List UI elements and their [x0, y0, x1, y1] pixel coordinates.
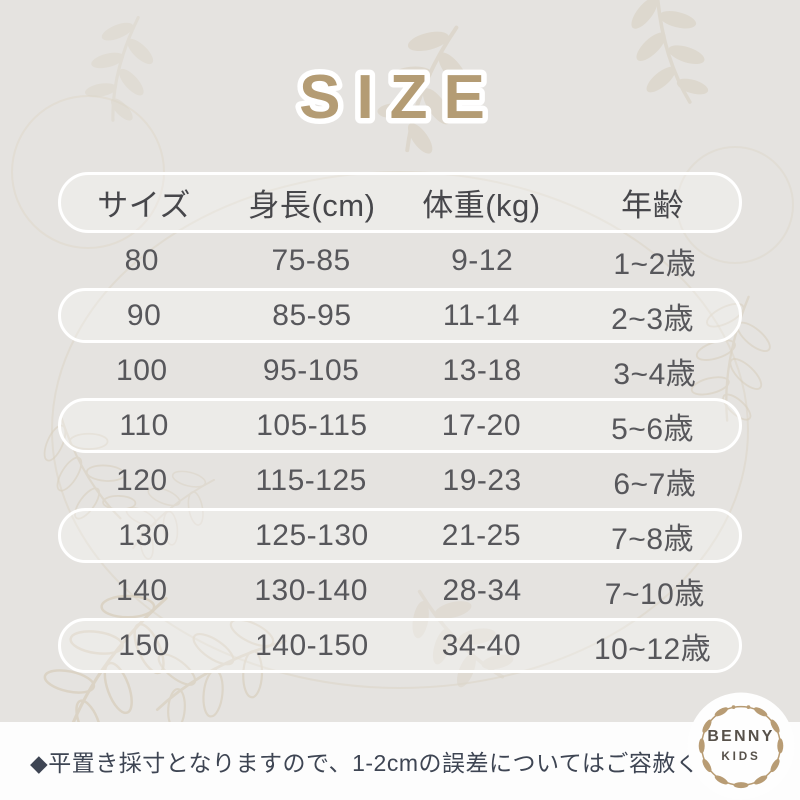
- size-cell: 100: [116, 353, 168, 387]
- table-row: 110 105-115 17-20 5~6歳: [58, 398, 742, 453]
- table-row: 150 140-150 34-40 10~12歳: [58, 618, 742, 673]
- size-cell: 110: [119, 408, 169, 442]
- height-cell: 85-95: [272, 298, 352, 332]
- weight-cell: 19-23: [442, 463, 522, 497]
- size-cell: 140: [116, 573, 168, 607]
- weight-cell: 28-34: [442, 573, 522, 607]
- table-row: 140 130-140 28-34 7~10歳: [58, 563, 742, 618]
- size-cell: 80: [124, 243, 159, 277]
- height-cell: 125-130: [255, 518, 369, 552]
- brand-name-line2: KIDS: [721, 750, 760, 763]
- weight-cell: 11-14: [442, 298, 520, 332]
- column-header-height: 身長(cm): [248, 188, 376, 223]
- page-title-text: SIZE: [299, 63, 501, 132]
- weight-cell: 17-20: [441, 408, 522, 442]
- table-row: 120 115-125 19-23 6~7歳: [58, 453, 742, 508]
- age-cell: 7~8歳: [611, 522, 695, 556]
- table-body: 80 75-85 9-12 1~2歳 90 85-95 11-14 2~3歳 1…: [58, 233, 742, 673]
- height-cell: 75-85: [271, 243, 351, 277]
- brand-logo: BENNY KIDS: [682, 686, 800, 800]
- height-cell: 140-150: [255, 628, 369, 662]
- age-cell: 6~7歳: [613, 467, 697, 501]
- column-header-weight: 体重(kg): [422, 188, 541, 223]
- table-row: 100 95-105 13-18 3~4歳: [58, 343, 742, 398]
- brand-name-line1: BENNY: [707, 728, 774, 745]
- size-cell: 130: [118, 518, 170, 552]
- table-row: 80 75-85 9-12 1~2歳: [58, 233, 742, 288]
- age-cell: 2~3歳: [611, 302, 695, 336]
- column-header-size: サイズ: [97, 188, 191, 223]
- table-header-row: サイズ 身長(cm) 体重(kg) 年齢: [58, 172, 742, 233]
- weight-cell: 13-18: [442, 353, 522, 387]
- size-cell: 120: [116, 463, 168, 497]
- age-cell: 5~6歳: [611, 412, 695, 446]
- size-table: サイズ 身長(cm) 体重(kg) 年齢 80 75-85 9-12 1~2歳 …: [58, 172, 742, 673]
- age-cell: 7~10歳: [604, 577, 705, 611]
- age-cell: 1~2歳: [613, 247, 697, 281]
- column-header-age: 年齢: [621, 188, 685, 223]
- size-cell: 150: [118, 628, 170, 662]
- laurel-wreath-icon: BENNY KIDS: [687, 692, 795, 800]
- height-cell: 95-105: [262, 353, 360, 387]
- age-cell: 3~4歳: [613, 357, 697, 391]
- measurement-note: ◆平置き採寸となりますので、1-2cmの誤差についてはご容赦ください。: [30, 750, 794, 776]
- weight-cell: 21-25: [441, 518, 522, 552]
- table-row: 90 85-95 11-14 2~3歳: [58, 288, 742, 343]
- size-cell: 90: [126, 298, 162, 332]
- age-cell: 10~12歳: [593, 632, 712, 666]
- height-cell: 115-125: [255, 463, 367, 497]
- weight-cell: 34-40: [441, 628, 522, 662]
- footer-bar: ◆平置き採寸となりますので、1-2cmの誤差についてはご容赦ください。: [0, 722, 800, 800]
- page-title: SIZE: [294, 58, 501, 138]
- height-cell: 130-140: [254, 573, 368, 607]
- table-row: 130 125-130 21-25 7~8歳: [58, 508, 742, 563]
- height-cell: 105-115: [256, 408, 368, 442]
- weight-cell: 9-12: [451, 243, 514, 277]
